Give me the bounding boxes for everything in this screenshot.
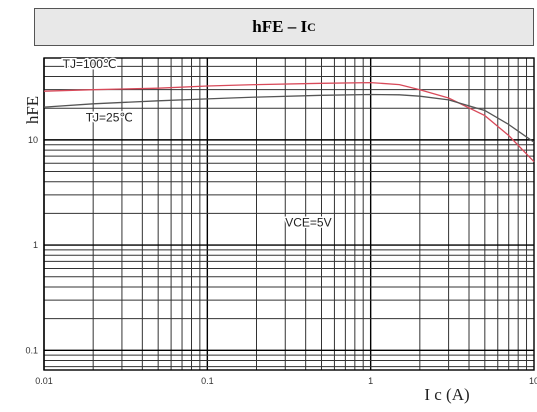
x-tick-label: 10 [529, 376, 537, 386]
chart-title-subscript: C [307, 19, 316, 34]
series-line [43, 93, 535, 143]
x-axis-label: I c (A) [424, 385, 469, 404]
chart-annotation: VCE=5V [285, 216, 331, 230]
series-line [43, 81, 535, 163]
chart-title-main: hFE – I [252, 17, 308, 36]
plot-area [44, 58, 534, 370]
chart-annotation: TJ=100℃ [63, 57, 117, 71]
y-axis-label: hFE [23, 96, 42, 124]
x-tick-label: 0.1 [201, 376, 214, 386]
x-tick-label: 0.01 [35, 376, 53, 386]
plot-frame [43, 57, 535, 371]
y-tick-label: 10 [28, 135, 38, 145]
x-tick-label: 1 [368, 376, 373, 386]
y-tick-label: 1 [33, 240, 38, 250]
y-tick-label: 0.1 [25, 345, 38, 355]
chart-annotation: TJ=25℃ [86, 110, 133, 124]
